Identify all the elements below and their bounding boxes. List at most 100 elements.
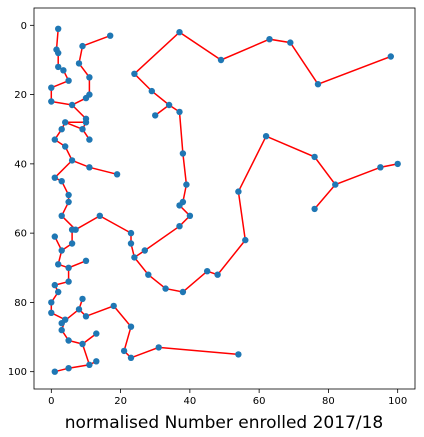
data-point (51, 281, 58, 289)
data-point (65, 337, 72, 344)
x-tick-label: 0 (48, 396, 54, 407)
data-point (65, 264, 72, 271)
data-point (127, 240, 135, 247)
data-point (127, 323, 135, 330)
data-point (75, 306, 83, 313)
data-point (131, 254, 138, 261)
data-point (51, 136, 58, 143)
data-point (68, 101, 76, 109)
data-point (127, 229, 135, 237)
data-point (162, 285, 169, 292)
data-point (58, 178, 65, 185)
data-point (148, 87, 155, 95)
data-point (176, 223, 183, 230)
data-point (65, 278, 72, 285)
data-point (79, 126, 86, 133)
data-point (262, 133, 270, 140)
data-point (61, 119, 69, 126)
data-point (79, 340, 86, 348)
data-point (127, 354, 135, 361)
data-point (86, 361, 93, 368)
data-point (235, 188, 242, 195)
data-point (120, 347, 128, 355)
data-point (82, 119, 90, 126)
data-point (68, 226, 76, 233)
data-point (186, 212, 194, 219)
data-point (48, 84, 55, 91)
data-point (48, 309, 55, 316)
y-tick-label: 20 (14, 90, 27, 101)
data-point (75, 60, 83, 67)
y-axis-ticks: 0 20 40 60 80 100 (8, 21, 34, 378)
data-point (179, 150, 187, 157)
series-line-1 (50, 28, 398, 293)
data-point (311, 153, 318, 161)
data-point (55, 63, 62, 71)
data-point (61, 143, 69, 150)
x-tick-label: 20 (114, 396, 127, 407)
data-point (176, 108, 183, 116)
data-point (179, 288, 187, 296)
data-point (377, 164, 384, 171)
data-point (55, 288, 62, 296)
data-point (86, 91, 93, 98)
data-point (86, 164, 93, 171)
data-point (55, 25, 62, 32)
data-point (65, 77, 72, 84)
y-tick-label: 100 (8, 367, 27, 378)
data-point (314, 81, 322, 88)
data-point (51, 368, 58, 375)
data-point (96, 212, 104, 219)
data-point (311, 205, 318, 213)
data-point (58, 126, 65, 133)
data-point (387, 53, 394, 60)
data-point (82, 313, 90, 320)
data-point (51, 174, 58, 181)
data-point (58, 326, 65, 334)
data-point (48, 299, 55, 306)
data-point (65, 365, 72, 372)
data-point (86, 74, 93, 81)
data-point (58, 247, 65, 254)
data-point (332, 181, 339, 188)
data-point (55, 49, 62, 57)
data-point (204, 268, 211, 275)
x-tick-label: 60 (253, 396, 266, 407)
y-tick-label: 40 (14, 159, 27, 170)
y-tick-label: 60 (14, 229, 27, 240)
data-point (79, 295, 86, 303)
y-tick-label: 0 (21, 21, 27, 32)
data-point (93, 358, 100, 365)
data-point (65, 198, 72, 206)
data-point (110, 302, 117, 310)
data-point (68, 157, 76, 164)
data-point (155, 344, 162, 351)
data-point (82, 257, 90, 264)
x-axis-label: normalised Number enrolled 2017/18 (65, 413, 383, 433)
data-point (141, 247, 148, 254)
data-point (58, 212, 65, 219)
data-point (165, 101, 173, 109)
data-point (93, 330, 100, 337)
data-point (214, 271, 221, 278)
data-point (58, 320, 65, 327)
data-point (152, 112, 159, 119)
data-point (145, 271, 152, 278)
plot-area (33, 7, 416, 390)
data-point (394, 160, 401, 168)
series-line-5 (133, 73, 191, 259)
x-tick-label: 40 (183, 396, 196, 407)
x-tick-label: 100 (388, 396, 407, 407)
data-point (176, 202, 183, 209)
data-point (51, 233, 58, 240)
data-point (79, 42, 86, 50)
data-point (287, 39, 294, 46)
data-point (217, 56, 225, 64)
data-point (86, 136, 93, 143)
x-tick-label: 80 (322, 396, 335, 407)
y-tick-label: 80 (14, 298, 27, 309)
data-point (183, 181, 190, 188)
data-point (55, 261, 62, 268)
x-axis-ticks: 0 20 40 60 80 100 (48, 389, 407, 407)
